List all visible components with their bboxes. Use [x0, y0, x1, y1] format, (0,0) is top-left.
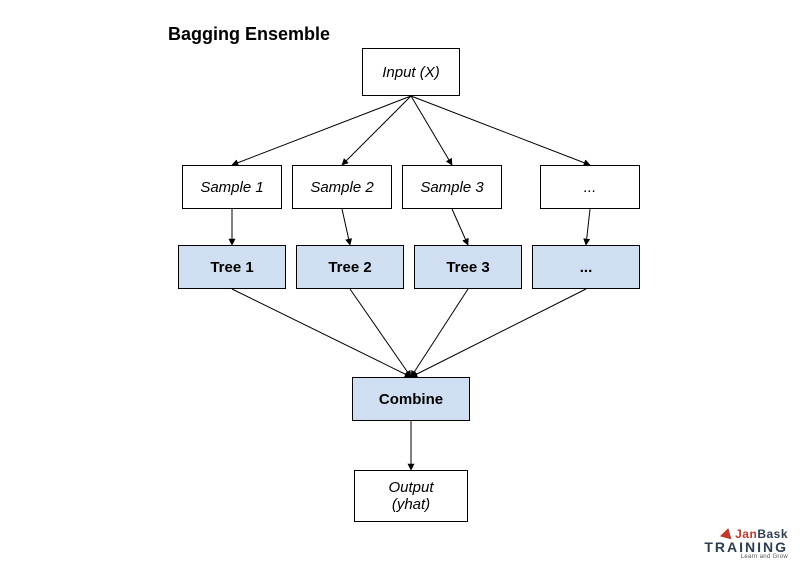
node-tree4: ... [532, 245, 640, 289]
title-text: Bagging Ensemble [168, 24, 330, 44]
node-output: Output(yhat) [354, 470, 468, 522]
node-label-tree1: Tree 1 [210, 259, 253, 276]
node-combine: Combine [352, 377, 470, 421]
node-label-input: Input (X) [382, 64, 440, 81]
edge-tree3-combine [411, 289, 468, 377]
node-sample2: Sample 2 [292, 165, 392, 209]
node-label-sample3: Sample 3 [420, 179, 483, 196]
edge-input-sample3 [411, 96, 452, 165]
edge-sample3-tree3 [452, 209, 468, 245]
edge-tree2-combine [350, 289, 411, 377]
logo-line2: TRAINING [704, 540, 788, 554]
edge-tree1-combine [232, 289, 411, 377]
edge-input-sample2 [342, 96, 411, 165]
node-label-tree3: Tree 3 [446, 259, 489, 276]
node-tree3: Tree 3 [414, 245, 522, 289]
node-input: Input (X) [362, 48, 460, 96]
node-sample1: Sample 1 [182, 165, 282, 209]
edge-input-sample4 [411, 96, 590, 165]
node-label-sample1: Sample 1 [200, 179, 263, 196]
brand-logo: JanBask TRAINING Learn and Grow [704, 528, 788, 560]
node-tree1: Tree 1 [178, 245, 286, 289]
node-label-sample2: Sample 2 [310, 179, 373, 196]
edge-input-sample1 [232, 96, 411, 165]
node-label-sample4: ... [584, 179, 597, 196]
node-label-tree2: Tree 2 [328, 259, 371, 276]
diagram-title: Bagging Ensemble [168, 24, 330, 45]
logo-mark-icon [720, 527, 734, 540]
node-sample3: Sample 3 [402, 165, 502, 209]
node-label-output: Output(yhat) [388, 479, 433, 513]
node-tree2: Tree 2 [296, 245, 404, 289]
edge-sample2-tree2 [342, 209, 350, 245]
edge-sample4-tree4 [586, 209, 590, 245]
edge-tree4-combine [411, 289, 586, 377]
node-sample4: ... [540, 165, 640, 209]
node-label-tree4: ... [580, 259, 593, 276]
node-label-combine: Combine [379, 391, 443, 408]
